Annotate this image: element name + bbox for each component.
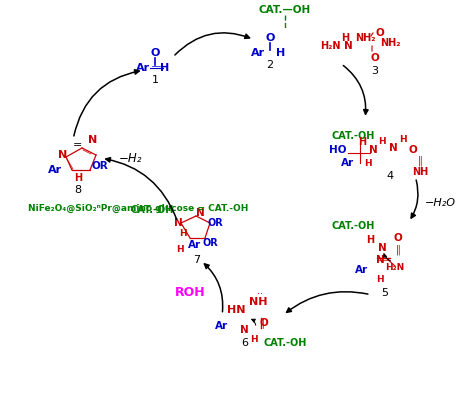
Text: 3: 3 [372, 66, 379, 76]
Text: Ar: Ar [189, 240, 201, 250]
Text: ROH: ROH [175, 287, 205, 300]
Text: ··: ·· [257, 289, 263, 299]
Text: O: O [150, 48, 160, 58]
Text: H: H [341, 33, 349, 43]
Text: 7: 7 [193, 255, 201, 265]
Text: Ar: Ar [356, 265, 369, 275]
Text: ‖: ‖ [396, 245, 401, 255]
Text: O: O [375, 28, 384, 38]
Text: Ar: Ar [216, 321, 228, 331]
Text: H: H [399, 135, 407, 144]
Text: HN: HN [227, 305, 245, 315]
Text: −H₂: −H₂ [119, 152, 143, 164]
Text: O: O [260, 318, 268, 328]
Text: H: H [376, 275, 384, 285]
Text: H: H [250, 336, 258, 345]
Text: OR: OR [207, 218, 223, 228]
Text: Ar: Ar [341, 158, 355, 168]
Text: −H₂O: −H₂O [425, 198, 456, 208]
Text: NH₂: NH₂ [355, 33, 375, 43]
Text: Ar: Ar [136, 63, 150, 73]
Text: HO: HO [329, 145, 347, 155]
Text: OR: OR [202, 238, 218, 248]
Text: N: N [389, 143, 397, 153]
Text: OR: OR [91, 161, 109, 171]
Text: H: H [160, 63, 170, 73]
Text: O: O [371, 53, 379, 63]
Text: H: H [366, 235, 374, 245]
Text: 2: 2 [266, 60, 273, 70]
Text: H₂N: H₂N [385, 263, 405, 273]
Text: 5: 5 [382, 288, 389, 298]
Text: NH₂: NH₂ [380, 38, 400, 48]
Text: 8: 8 [74, 185, 82, 195]
Text: CAT.—OH: CAT.—OH [259, 5, 311, 15]
Text: Ar: Ar [251, 48, 265, 58]
Text: N: N [196, 208, 204, 218]
Text: NiFe₂O₄@SiO₂ⁿPr@amino glucose = CAT.-OH: NiFe₂O₄@SiO₂ⁿPr@amino glucose = CAT.-OH [28, 203, 248, 213]
Text: H: H [358, 137, 366, 147]
Text: N: N [378, 243, 386, 253]
Text: NH: NH [412, 167, 428, 177]
Text: ‖: ‖ [418, 156, 422, 166]
Text: 6: 6 [241, 338, 248, 348]
Text: NH: NH [249, 297, 267, 307]
Text: CAT.-OH: CAT.-OH [331, 221, 374, 231]
Text: N: N [173, 218, 182, 228]
Text: H: H [176, 246, 184, 254]
Text: =: = [73, 140, 82, 150]
Text: N: N [375, 255, 384, 265]
Text: O: O [409, 145, 418, 155]
Text: CAT.-OH: CAT.-OH [130, 205, 173, 215]
Text: H: H [74, 173, 82, 183]
Text: O: O [393, 233, 402, 243]
Text: H: H [378, 137, 386, 146]
Text: 1: 1 [152, 75, 158, 85]
Text: CAT.-OH: CAT.-OH [264, 338, 307, 348]
Text: N: N [240, 325, 248, 335]
Text: 4: 4 [386, 171, 393, 181]
Text: H₂N: H₂N [320, 41, 340, 51]
Text: N: N [369, 145, 377, 155]
Text: O: O [265, 33, 275, 43]
Text: H: H [364, 158, 372, 168]
Text: H: H [179, 228, 187, 238]
Text: N: N [344, 41, 352, 51]
Text: CAT.-OH: CAT.-OH [331, 131, 374, 141]
Text: N: N [58, 150, 68, 160]
Text: H: H [276, 48, 286, 58]
Text: Ar: Ar [48, 165, 62, 175]
Text: N: N [88, 135, 98, 145]
